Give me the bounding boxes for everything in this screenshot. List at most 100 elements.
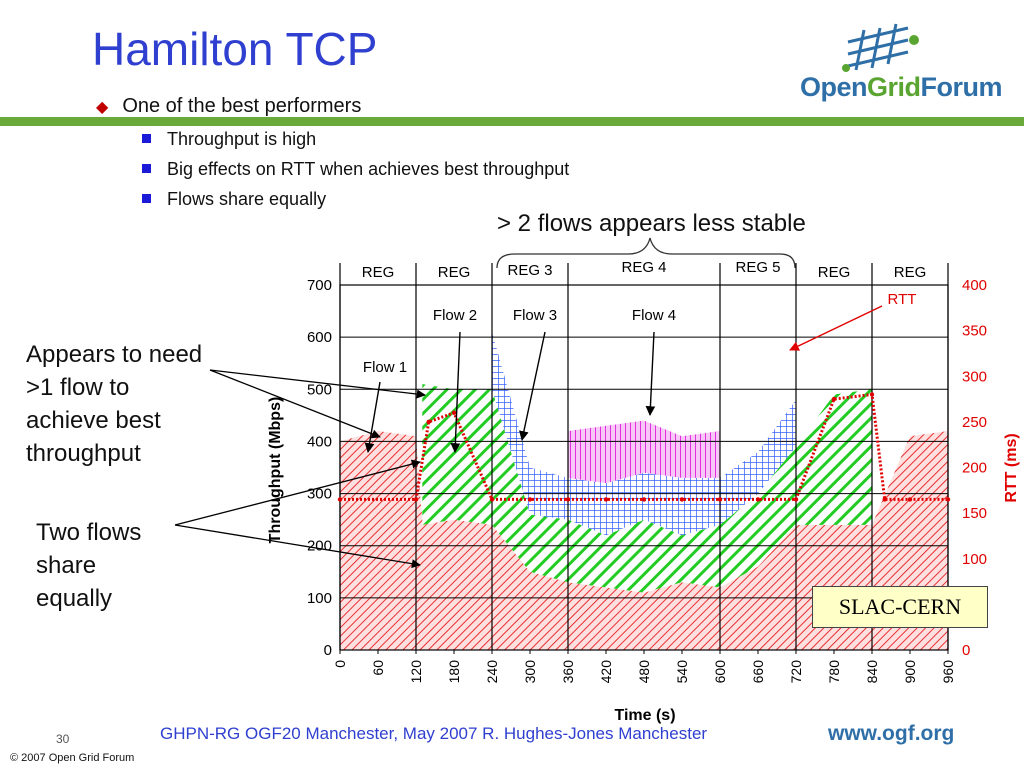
region-label: REG 3 <box>507 262 552 279</box>
rtt-point <box>489 497 495 502</box>
rtt-point <box>793 497 799 502</box>
rtt-point <box>882 497 887 502</box>
copyright: © 2007 Open Grid Forum <box>10 752 135 764</box>
annotation-arrow <box>519 331 546 441</box>
y2-tick-label: 150 <box>962 505 987 522</box>
x-tick-label: 300 <box>522 660 538 684</box>
rtt-point <box>907 497 913 502</box>
y-tick-label: 100 <box>307 590 332 607</box>
rtt-point <box>426 419 431 425</box>
rtt-label: RTT <box>888 291 917 308</box>
x-tick-label: 960 <box>940 660 956 684</box>
rtt-point <box>945 497 951 502</box>
rtt-point <box>451 410 457 415</box>
y-axis-title: Throughput (Mbps) <box>267 397 284 544</box>
flow-label-bg <box>426 305 484 325</box>
y-tick-label: 600 <box>307 329 332 346</box>
flow-label-bg <box>625 305 683 325</box>
y2-tick-label: 300 <box>962 368 987 385</box>
bullet-sub-3: Flows share equally <box>142 189 326 210</box>
x-tick-label: 240 <box>484 660 500 684</box>
bullet-main: ◆ One of the best performers <box>96 95 362 117</box>
rtt-point <box>641 497 647 502</box>
rtt-point <box>337 497 343 502</box>
x-tick-label: 540 <box>674 660 690 684</box>
y-tick-label: 300 <box>307 486 332 503</box>
bullet-sub-1: Throughput is high <box>142 129 316 150</box>
stability-note: > 2 flows appears less stable <box>497 210 806 237</box>
x-tick-label: 900 <box>902 660 918 684</box>
y2-tick-label: 250 <box>962 414 987 431</box>
callout-arrow <box>174 524 421 569</box>
rtt-point <box>679 497 685 502</box>
callout-arrow <box>209 369 426 399</box>
rtt-point <box>527 497 533 502</box>
x-tick-label: 0 <box>332 660 348 668</box>
region-label: REG <box>362 264 395 281</box>
flow-label: Flow 1 <box>363 359 407 376</box>
y-tick-label: 200 <box>307 538 332 555</box>
x-tick-label: 360 <box>560 660 576 684</box>
note-need-flows: Appears to need >1 flow to achieve best … <box>26 341 203 467</box>
y-tick-label: 400 <box>307 433 332 450</box>
flow-label: Flow 2 <box>433 307 477 324</box>
rtt-point <box>565 497 571 502</box>
flow-label-bg <box>506 305 564 325</box>
logo-text: OpenGridForum <box>800 72 1003 102</box>
y2-tick-label: 200 <box>962 460 987 477</box>
y2-tick-label: 0 <box>962 642 970 659</box>
annotation-arrow <box>450 331 461 453</box>
annotation-arrow <box>645 331 656 416</box>
x-tick-label: 120 <box>408 660 424 684</box>
logo <box>790 20 990 110</box>
slide-title: Hamilton TCP <box>92 23 378 75</box>
footer-url[interactable]: www.ogf.org <box>828 722 955 745</box>
rtt-point <box>755 497 761 502</box>
y2-axis-title: RTT (ms) <box>1003 433 1020 502</box>
rtt-point <box>869 392 875 397</box>
flow-label: Flow 3 <box>513 307 557 324</box>
x-tick-label: 60 <box>370 660 386 676</box>
x-tick-label: 720 <box>788 660 804 684</box>
chart-grid <box>339 263 949 651</box>
chart-annotations: REG REG REG 3 REG 4 REG 5 REG REG Flow 1 Flow 2 F… <box>174 237 951 569</box>
square-bullet-icon <box>142 164 151 173</box>
footer-text: GHPN-RG OGF20 Manchester, May 2007 R. Hu… <box>160 724 708 743</box>
note-share-equally: Two flows share equally <box>36 519 142 612</box>
y-tick-label: 0 <box>324 642 332 659</box>
rtt-point <box>603 497 609 502</box>
flow-label-bg <box>356 357 414 377</box>
page-number: 30 <box>56 732 70 746</box>
series-flow-2-area <box>422 384 872 593</box>
x-tick-label: 780 <box>826 660 842 684</box>
series-rtt-line <box>340 392 948 501</box>
region-label: REG 4 <box>621 259 666 276</box>
square-bullet-icon <box>142 134 151 143</box>
y-tick-label: 700 <box>307 277 332 294</box>
region-label: REG <box>818 264 851 281</box>
y-tick-label: 500 <box>307 381 332 398</box>
green-divider <box>0 117 1024 126</box>
rtt-point <box>413 497 419 502</box>
bullet-sub-2: Big effects on RTT when achieves best th… <box>142 159 569 180</box>
annotation-arrow <box>789 305 883 351</box>
x-tick-label: 180 <box>446 660 462 684</box>
rtt-point <box>831 396 837 402</box>
region-label: REG <box>438 264 471 281</box>
callout-arrow <box>209 369 381 439</box>
x-tick-label: 660 <box>750 660 766 684</box>
chart-axes: 0100200300400500600700050100150200250300… <box>267 277 1020 724</box>
grid-logo-icon <box>842 23 919 72</box>
y2-tick-label: 100 <box>962 551 987 568</box>
region-label: REG 5 <box>735 259 780 276</box>
callout-arrow <box>174 459 421 526</box>
x-tick-label: 840 <box>864 660 880 684</box>
x-tick-label: 600 <box>712 660 728 684</box>
slac-cern-label: SLAC-CERN <box>812 586 988 628</box>
series-flow-4-area <box>568 420 720 484</box>
y2-tick-label: 350 <box>962 323 987 340</box>
x-axis-title: Time (s) <box>614 707 675 724</box>
x-tick-label: 480 <box>636 660 652 684</box>
annotation-arrow <box>364 381 381 453</box>
